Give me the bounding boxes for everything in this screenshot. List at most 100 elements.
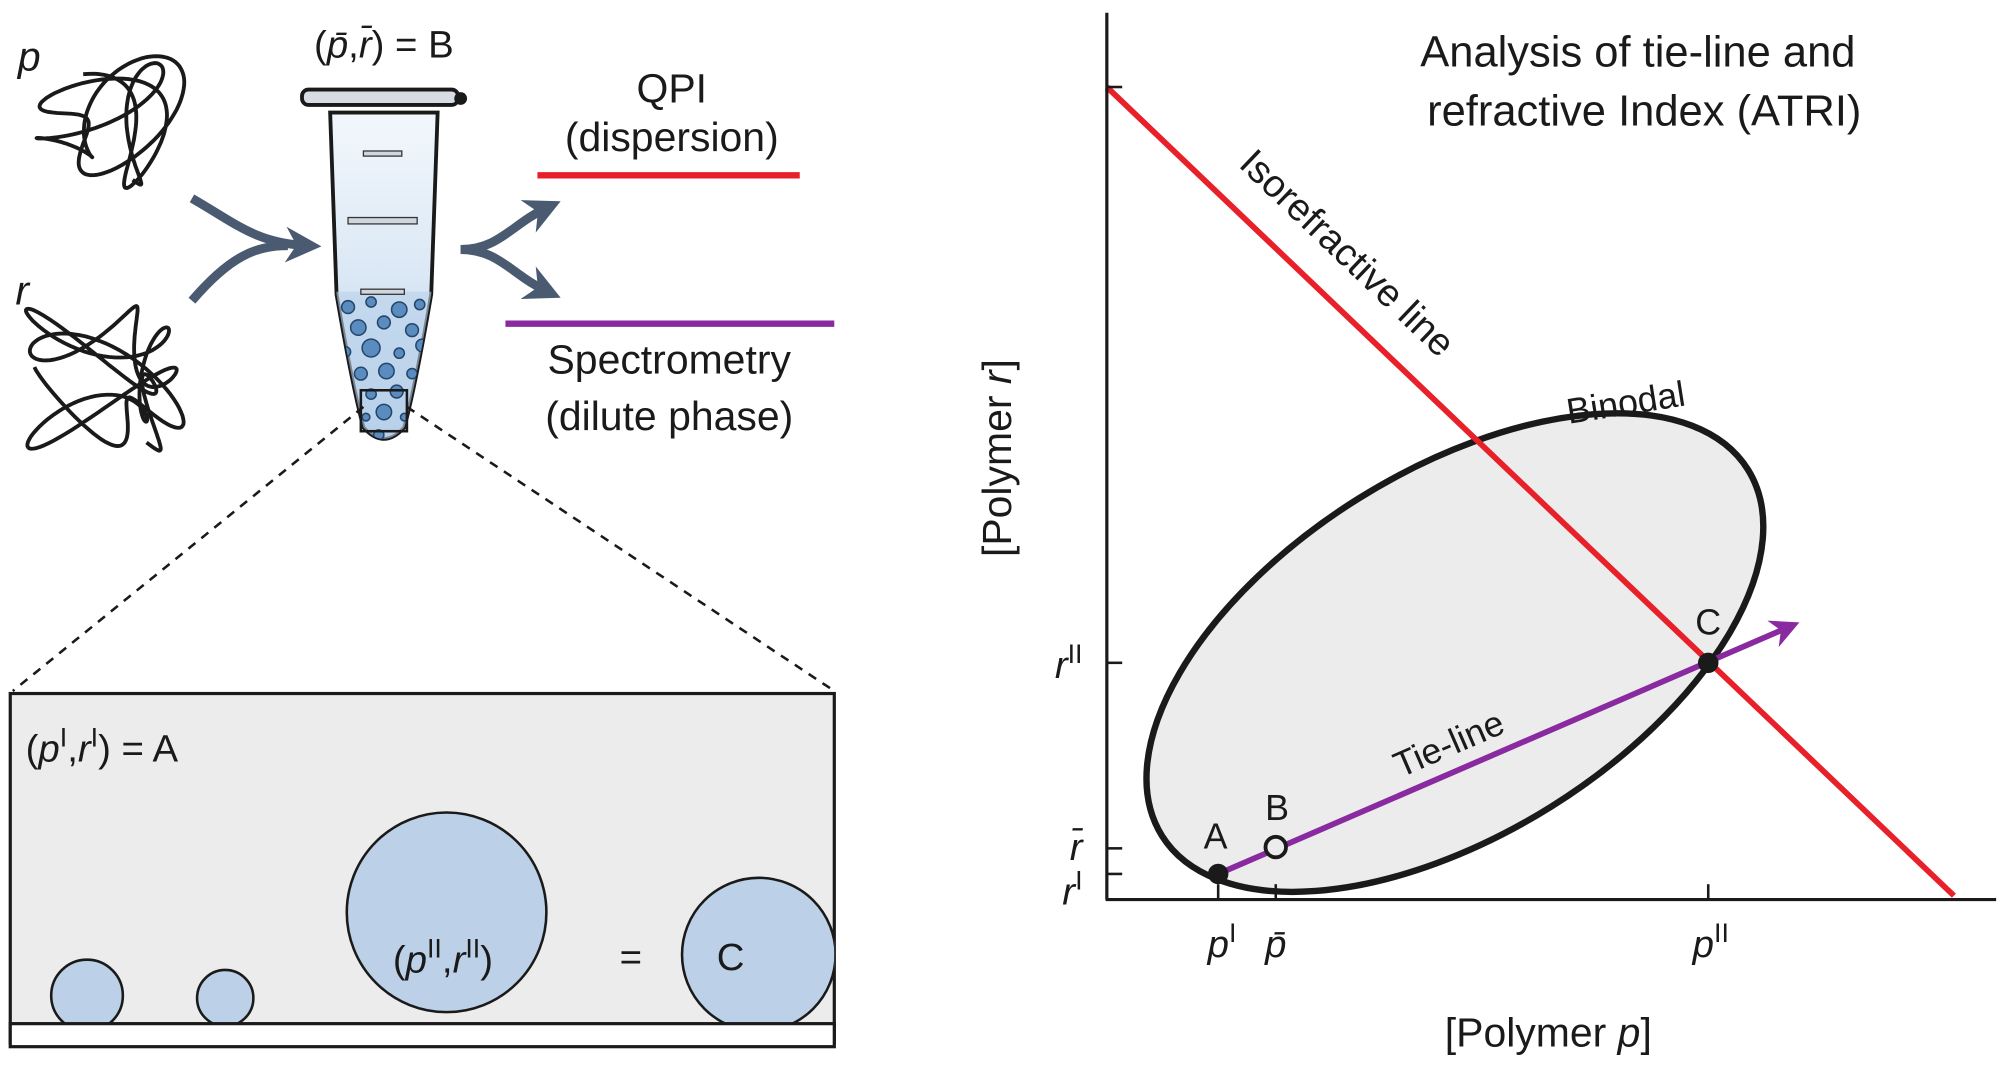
droplet [349, 319, 367, 337]
text-part: p̄ [1264, 923, 1286, 966]
text-part: r [1055, 644, 1070, 687]
droplet [393, 347, 406, 360]
text-part: II [465, 933, 480, 963]
substrate [8, 1022, 836, 1049]
tube-mark [362, 150, 403, 157]
droplet [365, 296, 377, 308]
x-tick-label: pI [1207, 918, 1237, 966]
text-part: p [37, 727, 59, 770]
tie-line [1217, 620, 1800, 877]
text-part: r [1062, 871, 1077, 914]
point-label: A [1204, 816, 1228, 856]
droplet [378, 362, 395, 380]
equals: = [620, 936, 642, 979]
split-arrow [460, 245, 561, 299]
point-label: B [1265, 788, 1289, 828]
dense-label: (pII,rII) [393, 933, 493, 981]
mixture-label: (p̄,r̄) = B [314, 24, 454, 67]
binodal [1143, 410, 1767, 896]
text-part: p [1616, 1010, 1641, 1056]
text-part: ) [480, 938, 493, 981]
text-part: I [60, 722, 67, 752]
mix-arrow [188, 241, 288, 304]
droplet [404, 322, 420, 338]
text-part: r̄ [1070, 826, 1085, 869]
text-part: r [78, 727, 93, 770]
polymer-r-label: r [15, 268, 31, 314]
text-part: , [442, 938, 453, 981]
zoom-line [406, 405, 836, 693]
droplet [361, 412, 371, 422]
polymer-coil [34, 54, 187, 190]
text-part: , [348, 24, 359, 67]
text-part: ] [1640, 1010, 1651, 1056]
y-axis-label: [Polymer r] [974, 359, 1020, 557]
text-part: ) = A [98, 727, 178, 770]
text-part: II [427, 933, 442, 963]
text-part: p̄ [326, 24, 348, 67]
droplet [376, 315, 392, 330]
title: Analysis of tie-line and [1420, 29, 1855, 77]
droplet [413, 298, 426, 311]
isorefractive-line [1104, 84, 1956, 898]
droplets-zoom [49, 811, 835, 1024]
polymer-p-label: p [16, 33, 41, 79]
text-part: p [1692, 923, 1714, 966]
y-tick-label: rI [1062, 866, 1082, 914]
droplet [353, 366, 369, 381]
tube-mark [347, 216, 418, 225]
isorefractive-label: Isorefractive line [1231, 141, 1463, 365]
mix-arrow [189, 194, 322, 263]
droplet [361, 338, 381, 358]
text-part: r [974, 368, 1020, 384]
polymer-coils [24, 54, 187, 453]
zoom-box [359, 388, 409, 433]
droplet [49, 958, 125, 1024]
point-label: C [1695, 603, 1721, 643]
text-part: p [405, 938, 427, 981]
y-tick-label: rII [1055, 639, 1083, 687]
cap-hinge [454, 92, 468, 105]
text-part: ( [26, 727, 39, 770]
spectrometry-label: (dilute phase) [545, 393, 793, 439]
text-part: ] [974, 359, 1020, 370]
text-part: p [1207, 923, 1229, 966]
text-part: ( [393, 938, 406, 981]
text-part: , [67, 727, 78, 770]
y-tick-label: r̄ [1070, 826, 1085, 869]
tube-cap [300, 87, 461, 107]
tube-mark [360, 288, 405, 295]
droplet [345, 811, 548, 1014]
droplet [340, 299, 356, 315]
point-c [1698, 652, 1719, 674]
text-part: II [1068, 639, 1083, 669]
text-part: ) = B [372, 24, 454, 67]
text-part: I [1075, 866, 1082, 896]
text-part: r [453, 938, 468, 981]
dense-point-label: C [717, 936, 745, 979]
text-part: ( [314, 24, 327, 67]
text-part: II [1714, 918, 1729, 948]
droplet [406, 367, 418, 380]
droplet [375, 403, 393, 421]
droplet [680, 876, 835, 1024]
spectrometry-label: Spectrometry [548, 337, 792, 383]
split-arrow [460, 200, 561, 254]
x-tick-label: p̄ [1264, 923, 1286, 966]
text-part: I [1229, 918, 1236, 948]
polymer-coil [24, 304, 186, 453]
point-b [1263, 834, 1288, 860]
text-part: I [91, 722, 98, 752]
x-tick-label: pII [1692, 918, 1729, 966]
droplet [195, 968, 255, 1024]
dilute-label: (pI,rI) = A [26, 722, 179, 770]
x-axis-label: [Polymer p] [1445, 1010, 1652, 1056]
droplet [390, 301, 408, 319]
zoom-line [12, 405, 365, 692]
point-a [1207, 863, 1229, 885]
qpi-label: QPI [637, 65, 708, 111]
text-part: [Polymer [1445, 1010, 1618, 1056]
qpi-label: (dispersion) [565, 114, 779, 160]
